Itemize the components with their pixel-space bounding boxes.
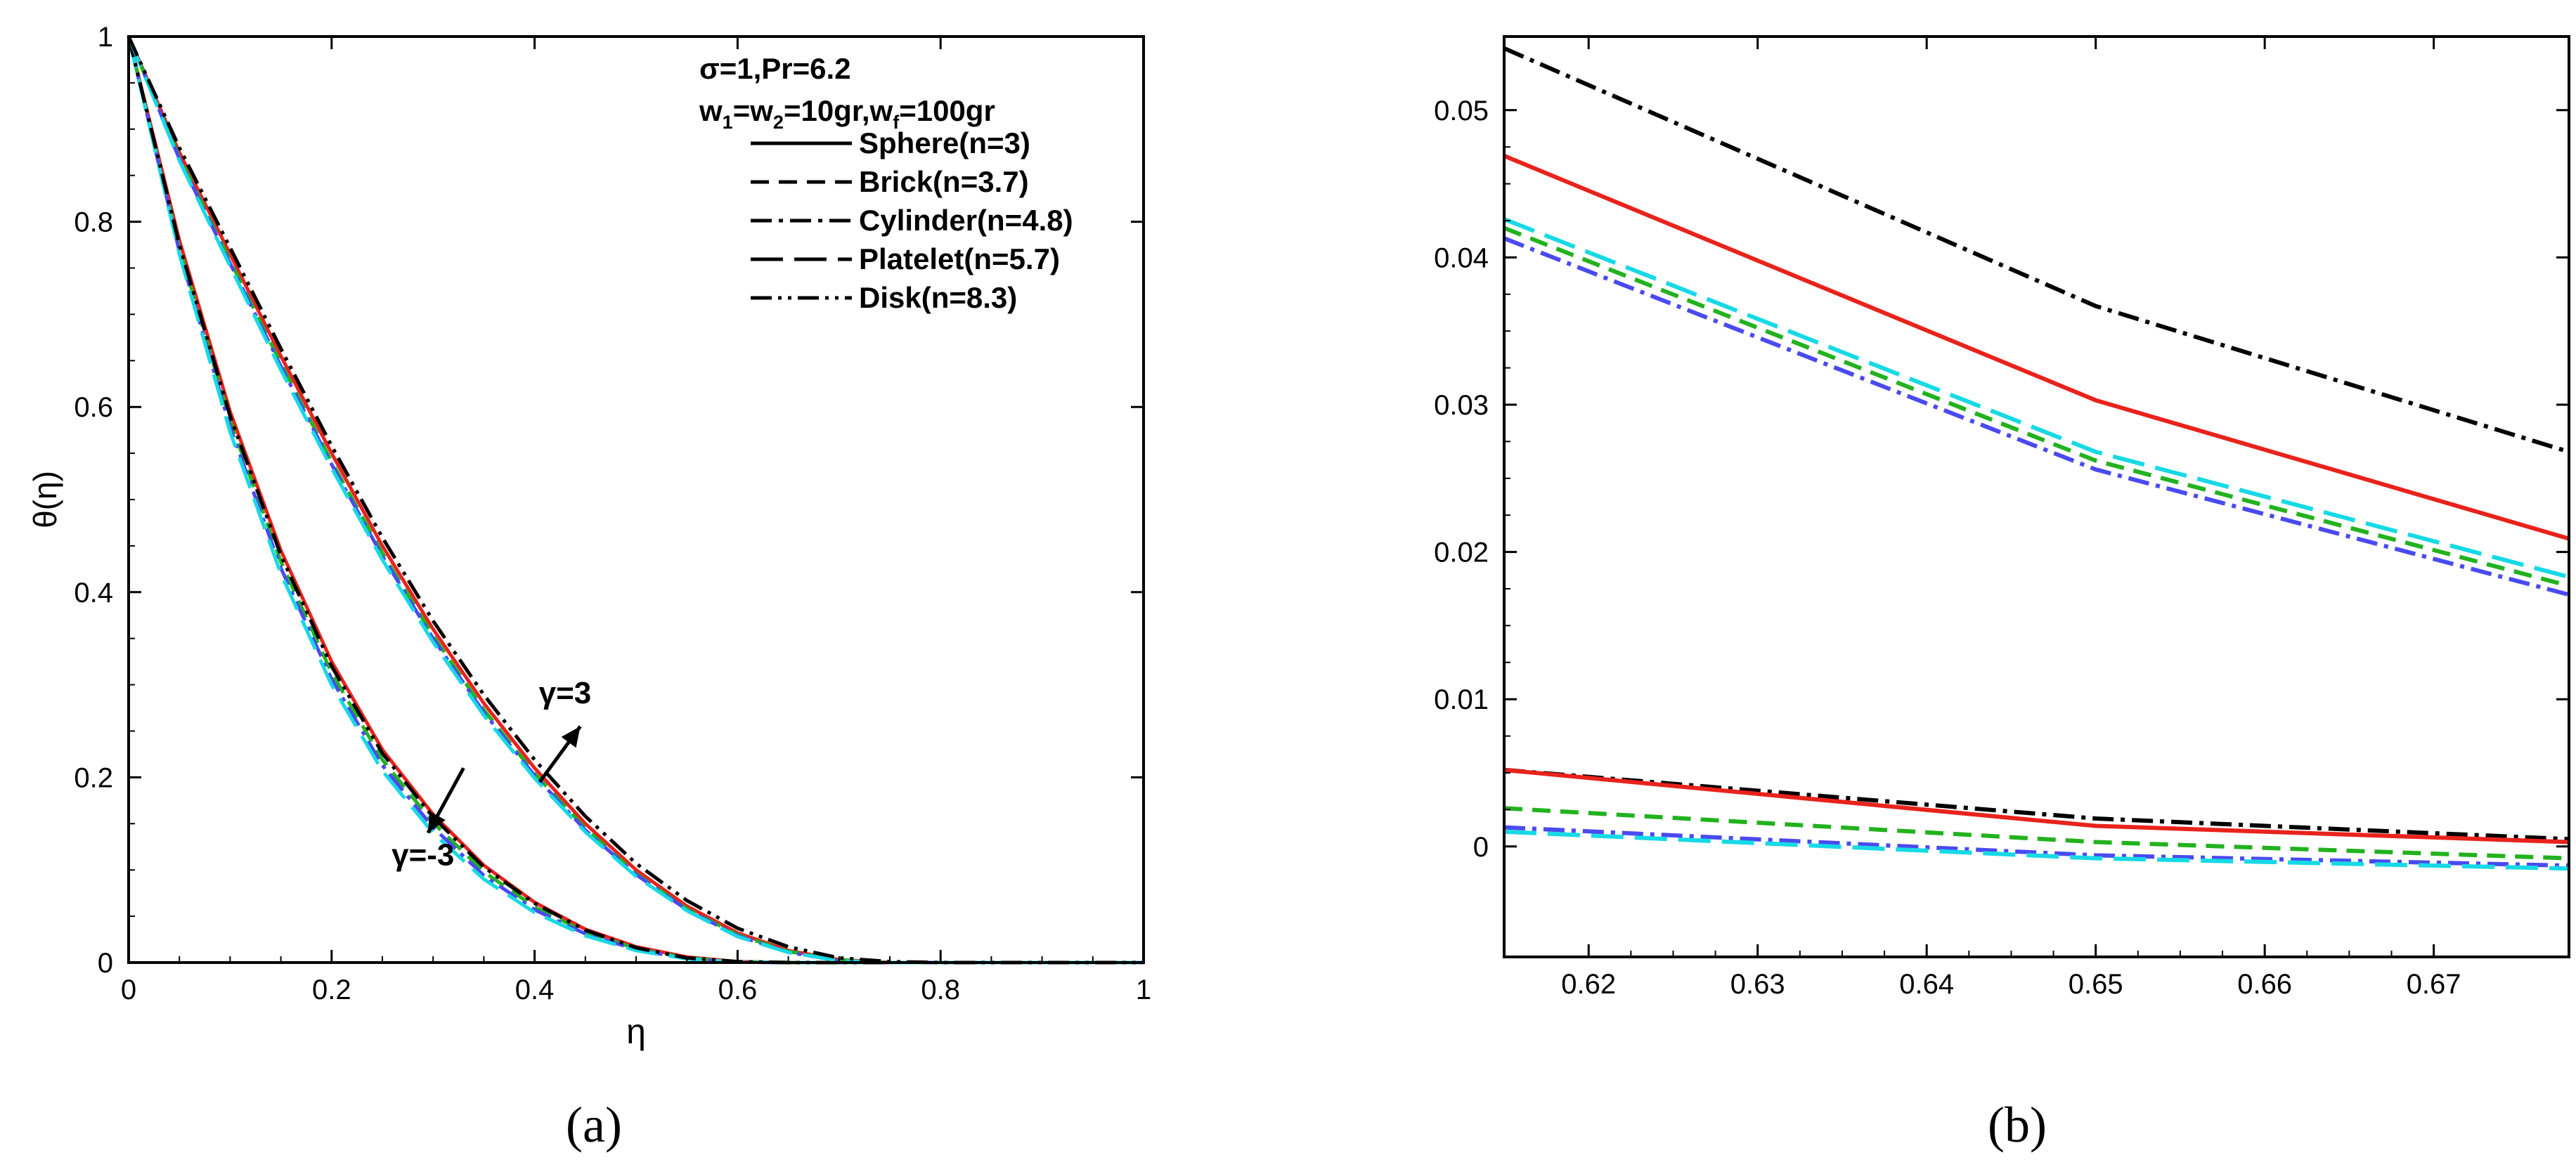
legend-w-text: w bbox=[699, 94, 723, 127]
legend-title-line1: σ=1,Pr=6.2 bbox=[699, 52, 851, 85]
y-tick-label: 1 bbox=[98, 22, 113, 53]
x-tick-label: 0.63 bbox=[1730, 969, 1785, 1000]
panel-b-y-ticks: 0 0.01 0.02 0.03 0.04 0.05 bbox=[1434, 96, 2569, 863]
legend-label-disk-n-8-3: Disk(n=8.3) bbox=[859, 281, 1017, 314]
series-line-disk-gamma-3 bbox=[1503, 46, 2570, 454]
y-tick-label: 0.2 bbox=[74, 762, 113, 793]
panel-a-series bbox=[127, 35, 1144, 965]
annotation-label: γ=-3 bbox=[391, 838, 454, 873]
legend-end: =100gr bbox=[899, 94, 995, 127]
y-tick-label: 0.05 bbox=[1434, 96, 1489, 126]
y-tick-label: 0 bbox=[1473, 832, 1489, 863]
x-tick-label: 0.8 bbox=[921, 974, 960, 1005]
panel-a: 0 0.2 0.4 0.6 0.8 1 0 0.2 0.4 0.6 0.8 1 η θ(η) σ=1… bbox=[27, 22, 1151, 1051]
x-tick-label: 0.62 bbox=[1561, 969, 1616, 1000]
x-tick-label: 0.66 bbox=[2237, 969, 2292, 1000]
legend-entries: Sphere(n=3) Brick(n=3.7) Cylinder(n=4.8) Pl… bbox=[751, 126, 1073, 314]
x-tick-label: 1 bbox=[1136, 974, 1151, 1005]
series-line-platelet-gamma-3 bbox=[127, 36, 1144, 965]
annotation-arrow-head bbox=[561, 726, 581, 748]
panel-a-y-axis-label: θ(η) bbox=[27, 471, 63, 528]
series-line-brick-gamma-3 bbox=[1503, 226, 2570, 588]
legend-sub-1: 1 bbox=[723, 112, 733, 133]
annotation-arrow-head bbox=[427, 811, 446, 833]
panel-a-annotations: γ=3 γ=-3 bbox=[391, 676, 591, 873]
series-line-cylinder-gamma-neg3 bbox=[1503, 825, 2570, 868]
y-tick-label: 0.03 bbox=[1434, 390, 1489, 421]
panel-b-x-ticks: 0.62 0.63 0.64 0.65 0.66 0.67 bbox=[1561, 37, 2461, 1000]
annotation-label: γ=3 bbox=[539, 676, 592, 710]
panel-b: 0.62 0.63 0.64 0.65 0.66 0.67 0 0.01 0.02 0.03 0.… bbox=[1434, 35, 2570, 1000]
y-tick-label: 0.4 bbox=[74, 578, 113, 608]
panel-b-frame bbox=[1503, 35, 2570, 958]
series-line-disk-gamma-neg3 bbox=[127, 36, 1144, 965]
panel-a-legend: σ=1,Pr=6.2 w1=w2=10gr,wf=100gr Sphere(n=… bbox=[699, 52, 1073, 314]
series-line-sphere-gamma-3 bbox=[1503, 154, 2570, 541]
legend-title-line2: w1=w2=10gr,wf=100gr bbox=[699, 94, 995, 133]
legend-mid-2: =10gr,w bbox=[784, 94, 893, 127]
y-tick-label: 0 bbox=[98, 948, 113, 979]
series-line-platelet-gamma-neg3 bbox=[1503, 829, 2570, 871]
x-tick-label: 0 bbox=[121, 974, 136, 1005]
y-tick-label: 0.01 bbox=[1434, 684, 1489, 715]
x-tick-label: 0.6 bbox=[718, 974, 758, 1005]
panel-a-y-ticks: 0 0.2 0.4 0.6 0.8 1 bbox=[74, 22, 1144, 979]
legend-mid-1: =w bbox=[733, 94, 774, 127]
y-tick-label: 0.6 bbox=[74, 392, 113, 423]
panel-b-series bbox=[1503, 46, 2570, 871]
series-line-sphere-gamma-neg3 bbox=[1503, 767, 2570, 845]
caption-a: (a) bbox=[566, 1097, 622, 1153]
x-tick-label: 0.64 bbox=[1899, 969, 1954, 1000]
panel-a-x-ticks: 0 0.2 0.4 0.6 0.8 1 bbox=[121, 37, 1151, 1005]
series-line-cylinder-gamma-3 bbox=[1503, 236, 2570, 597]
y-tick-label: 0.02 bbox=[1434, 537, 1489, 568]
legend-label-platelet-n-5-7: Platelet(n=5.7) bbox=[859, 242, 1060, 275]
series-line-brick-gamma-neg3 bbox=[1503, 806, 2570, 861]
x-tick-label: 0.2 bbox=[312, 974, 351, 1005]
x-tick-label: 0.65 bbox=[2069, 969, 2123, 1000]
series-line-platelet-gamma-3 bbox=[1503, 217, 2570, 580]
y-tick-label: 0.8 bbox=[74, 207, 113, 238]
legend-label-sphere-n-3: Sphere(n=3) bbox=[859, 126, 1030, 159]
legend-label-cylinder-n-4-8: Cylinder(n=4.8) bbox=[859, 204, 1073, 237]
x-tick-label: 0.4 bbox=[515, 974, 555, 1005]
panel-a-x-axis-label: η bbox=[626, 1012, 646, 1051]
caption-b: (b) bbox=[1988, 1097, 2047, 1153]
legend-label-brick-n-3-7: Brick(n=3.7) bbox=[859, 165, 1029, 198]
series-line-disk-gamma-neg3 bbox=[1503, 767, 2570, 842]
x-tick-label: 0.67 bbox=[2407, 969, 2461, 1000]
legend-sub-2: 2 bbox=[773, 112, 784, 133]
y-tick-label: 0.04 bbox=[1434, 242, 1489, 273]
legend-sub-3: f bbox=[893, 112, 900, 133]
